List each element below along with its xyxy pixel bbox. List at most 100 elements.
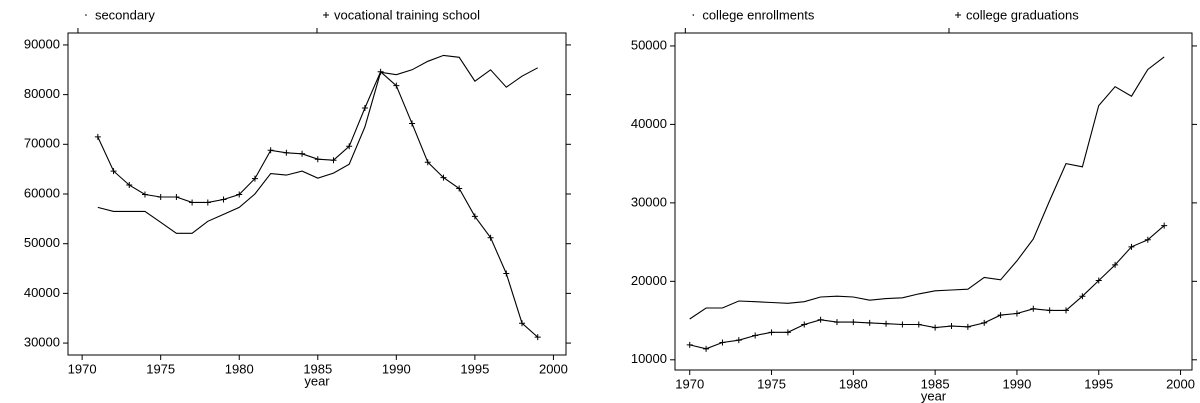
point-marker [703,345,710,352]
point-marker [1112,261,1119,268]
point-marker [948,323,955,330]
x-tick-label: 2000 [1166,376,1195,391]
x-tick-label: 1995 [460,361,489,376]
point-marker [314,156,321,163]
series-line [97,70,539,338]
point-marker [784,329,791,336]
point-marker [440,174,447,181]
point-marker [409,120,416,127]
point-marker [361,105,368,112]
point-marker [1079,293,1086,300]
legend-label: college graduations [966,7,1079,22]
point-marker [283,149,290,156]
point-marker [1013,310,1020,317]
point-marker [932,324,939,331]
point-marker [330,157,337,164]
point-marker [141,191,148,198]
point-marker [981,319,988,326]
point-marker [267,147,274,154]
x-tick-label: 1990 [382,361,411,376]
point-marker [94,133,101,140]
x-tick-label: 1980 [839,376,868,391]
point-marker [1095,277,1102,284]
point-marker [456,185,463,192]
point-marker [1063,307,1070,314]
x-tick-label: 1975 [757,376,786,391]
point-marker [173,193,180,200]
point-marker [1161,222,1168,229]
x-tick-label: 1990 [1002,376,1031,391]
point-marker [393,82,400,89]
point-marker [487,234,494,241]
x-tick-label: 1980 [225,361,254,376]
point-marker [236,191,243,198]
point-marker [1128,243,1135,250]
point-marker [534,334,541,341]
point-marker [997,312,1004,319]
point-marker [471,213,478,220]
point-marker [735,337,742,344]
y-tick-label: 70000 [24,136,60,151]
y-tick-label: 40000 [24,285,60,300]
y-tick-label: 40000 [631,116,667,131]
legend-marker [85,14,87,16]
legend-label: secondary [95,7,155,22]
x-axis-label: year [921,388,947,403]
x-tick-label: 1985 [921,376,950,391]
point-marker [189,199,196,206]
point-marker [1046,307,1053,314]
series-line [689,56,1165,320]
legend-label: vocational training school [334,7,480,22]
point-marker [299,150,306,157]
point-marker [915,321,922,328]
x-tick-label: 1975 [146,361,175,376]
x-tick-label: 1995 [1084,376,1113,391]
y-tick-label: 50000 [631,37,667,52]
point-marker [719,339,726,346]
point-marker [220,196,227,203]
point-marker [866,319,873,326]
y-tick-label: 50000 [24,235,60,250]
point-marker [768,329,775,336]
series-line [97,54,538,234]
y-tick-label: 60000 [24,185,60,200]
legend-label: college enrollments [702,7,815,22]
x-tick-label: 2000 [539,361,568,376]
legend-marker [692,14,695,16]
point-marker [686,341,693,348]
point-marker [157,193,164,200]
series-line [689,225,1165,350]
point-marker [817,316,824,323]
point-marker [850,319,857,326]
point-marker [126,182,133,189]
legend-marker [955,12,962,18]
point-marker [424,159,431,166]
point-marker [801,321,808,328]
y-tick-label: 10000 [631,351,667,366]
point-marker [110,168,117,175]
point-marker [1144,236,1151,243]
point-marker [377,68,384,75]
y-tick-label: 80000 [24,86,60,101]
point-marker [519,320,526,327]
x-tick-label: 1985 [303,361,332,376]
point-marker [251,175,258,182]
point-marker [899,321,906,328]
point-marker [833,319,840,326]
point-marker [503,270,510,277]
legend-marker [323,12,329,18]
point-marker [964,323,971,330]
y-tick-label: 20000 [631,273,667,288]
y-tick-label: 30000 [631,194,667,209]
point-marker [204,199,211,206]
x-axis-label: year [304,373,330,388]
point-marker [1030,305,1037,312]
x-tick-label: 1970 [68,361,97,376]
x-tick-label: 1970 [675,376,704,391]
point-marker [346,143,353,150]
point-marker [752,332,759,339]
plot-frame [674,32,1193,371]
point-marker [883,320,890,327]
y-tick-label: 90000 [24,36,60,51]
